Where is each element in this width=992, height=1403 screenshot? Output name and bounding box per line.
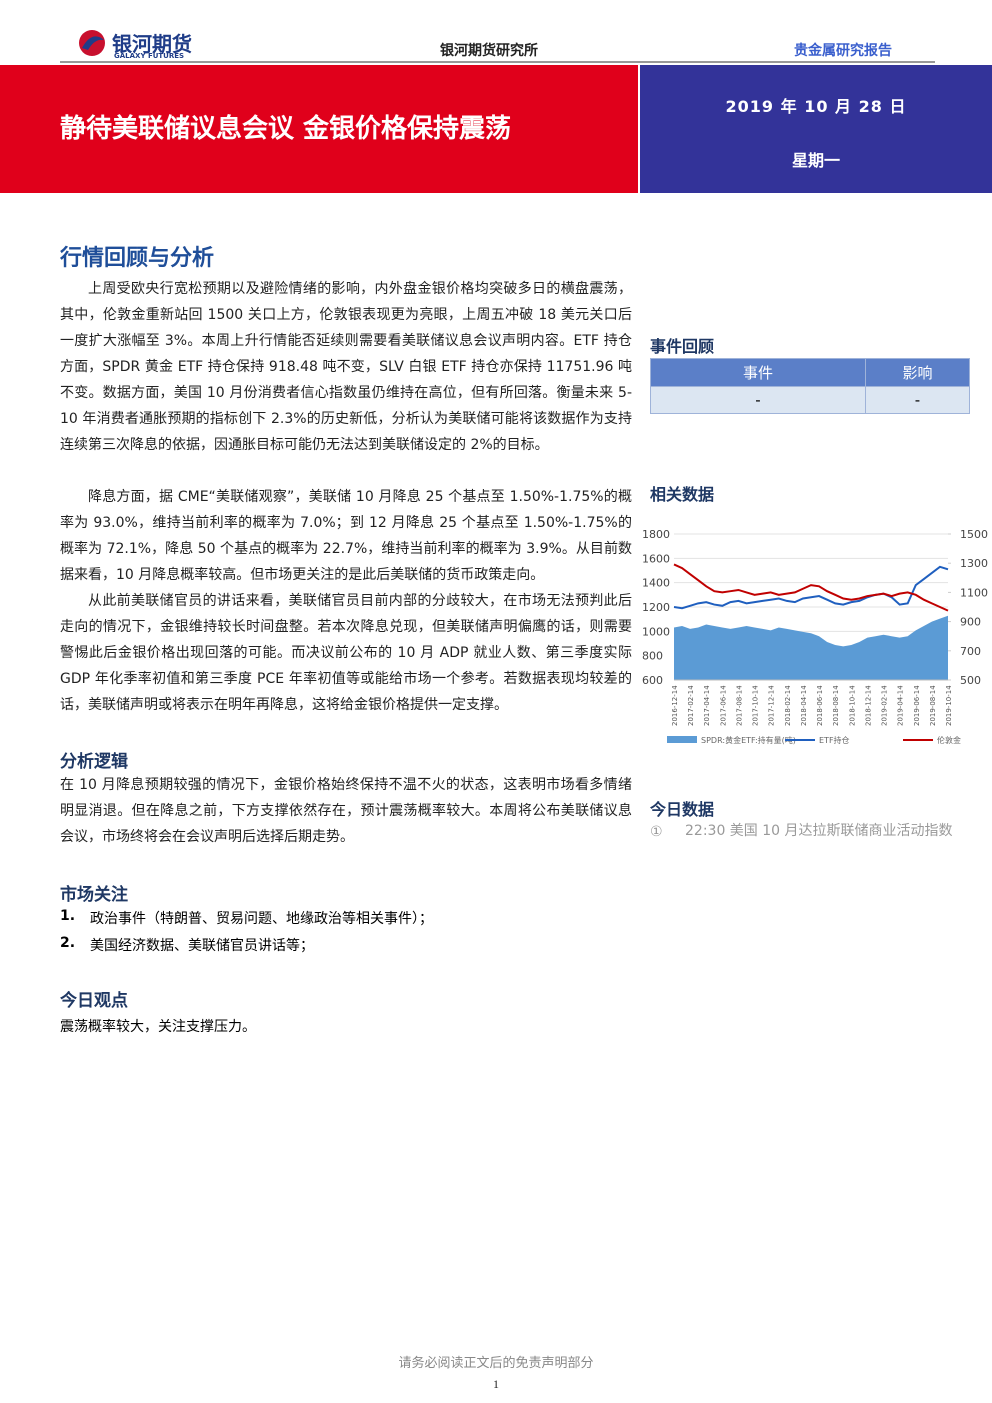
- logo-subtext: GALAXY FUTURES: [114, 52, 185, 60]
- header-graphics: [0, 30, 992, 193]
- y-tick-label: 800: [642, 650, 663, 663]
- x-tick-label: 2017-04-14: [703, 685, 711, 726]
- x-tick-label: 2017-02-14: [687, 685, 695, 726]
- y2-tick-label: 500: [960, 674, 981, 687]
- list-number: 1.: [60, 908, 76, 924]
- paragraph: 震荡概率较大，关注支撑压力。: [60, 1019, 256, 1035]
- x-tick-label: 2018-06-14: [816, 685, 824, 726]
- paragraph: 降息方面，据 CME“美联储观察”，美联储 10 月降息 25 个基点至 1.5…: [60, 489, 632, 583]
- paragraph: 从此前美联储官员的讲话来看，美联储官员目前内部的分歧较大，在市场无法预判此后走向…: [60, 593, 632, 713]
- list-item: 美国经济数据、美联储官员讲话等；: [90, 938, 314, 954]
- x-tick-label: 2016-12-14: [671, 685, 679, 726]
- y2-tick-label: 1300: [960, 557, 988, 570]
- logo-text: 银河期货: [112, 32, 192, 56]
- list-item: 政治事件（特朗普、贸易问题、地缘政治等相关事件）；: [90, 911, 433, 927]
- x-tick-label: 2017-12-14: [768, 685, 776, 726]
- x-tick-label: 2018-10-14: [848, 685, 856, 726]
- institute: 银河期货研究所: [440, 43, 538, 59]
- paragraph: 上周受欧央行宽松预期以及避险情绪的影响，内外盘金银价格均突破多日的横盘震荡，其中…: [60, 281, 632, 453]
- events-table: 事件 影响 - -: [650, 358, 970, 414]
- line: [673, 565, 949, 610]
- side-heading: 相关数据: [650, 485, 715, 504]
- report-weekday: 星期一: [791, 151, 840, 170]
- section-heading: 市场关注: [60, 885, 128, 905]
- y2-tick-label: 900: [960, 616, 981, 629]
- legend-swatch: [667, 736, 697, 743]
- x-tick-label: 2018-12-14: [864, 685, 872, 726]
- y-tick-label: 1200: [642, 601, 670, 614]
- legend-label: ETF持仓: [819, 735, 850, 745]
- legend-label: SPDR:黄金ETF:持有量(吨): [701, 735, 796, 745]
- banner-red: [0, 65, 638, 193]
- table-header: 事件: [650, 358, 866, 387]
- line: [673, 563, 949, 612]
- banner-blue: [640, 65, 992, 193]
- list-number: 2.: [60, 935, 76, 951]
- x-tick-label: 2018-04-14: [800, 685, 808, 726]
- x-tick-label: 2019-02-14: [881, 685, 889, 726]
- x-tick-label: 2017-06-14: [719, 685, 727, 726]
- y2-tick-label: 1500: [960, 528, 988, 541]
- y-tick-label: 600: [642, 674, 663, 687]
- report-date: 2019 年 10 月 28 日: [725, 97, 907, 116]
- table-cell: -: [650, 386, 866, 414]
- table-cell: -: [865, 386, 970, 414]
- side-heading: 事件回顾: [650, 337, 715, 356]
- x-tick-label: 2018-02-14: [784, 685, 792, 726]
- x-tick-label: 2019-04-14: [897, 685, 905, 726]
- report-title: 静待美联储议息会议 金银价格保持震荡: [60, 114, 512, 144]
- table-header: 影响: [865, 358, 970, 387]
- x-tick-label: 2017-10-14: [752, 685, 760, 726]
- y-tick-label: 1400: [642, 577, 670, 590]
- page-number: 1: [493, 1377, 499, 1391]
- y2-tick-label: 700: [960, 645, 981, 658]
- x-tick-label: 2017-08-14: [735, 685, 743, 726]
- y-tick-label: 1000: [642, 625, 670, 638]
- report-type: 贵金属研究报告: [794, 43, 892, 59]
- y-tick-label: 1600: [642, 552, 670, 565]
- x-tick-label: 2019-10-14: [945, 685, 953, 726]
- y-tick-label: 1800: [642, 528, 670, 541]
- legend-label: 伦敦金: [937, 735, 961, 745]
- section-heading: 分析逻辑: [60, 752, 128, 772]
- y2-tick-label: 1100: [960, 586, 988, 599]
- x-tick-label: 2018-08-14: [832, 685, 840, 726]
- today-mark: ①: [650, 824, 663, 840]
- x-tick-label: 2019-08-14: [929, 685, 937, 726]
- section-heading: 今日观点: [60, 991, 128, 1011]
- x-tick-label: 2019-06-14: [913, 685, 921, 726]
- logo-swoosh: [82, 36, 104, 50]
- section-title: 行情回顾与分析: [60, 246, 215, 271]
- footer-disclaimer: 请务必阅读正文后的免责声明部分: [398, 1356, 594, 1371]
- area: [674, 615, 948, 680]
- today-item: 22:30 美国 10 月达拉斯联储商业活动指数: [685, 823, 953, 839]
- side-heading: 今日数据: [650, 800, 715, 819]
- paragraph: 在 10 月降息预期较强的情况下，金银价格始终保持不温不火的状态，这表明市场看多…: [60, 777, 632, 845]
